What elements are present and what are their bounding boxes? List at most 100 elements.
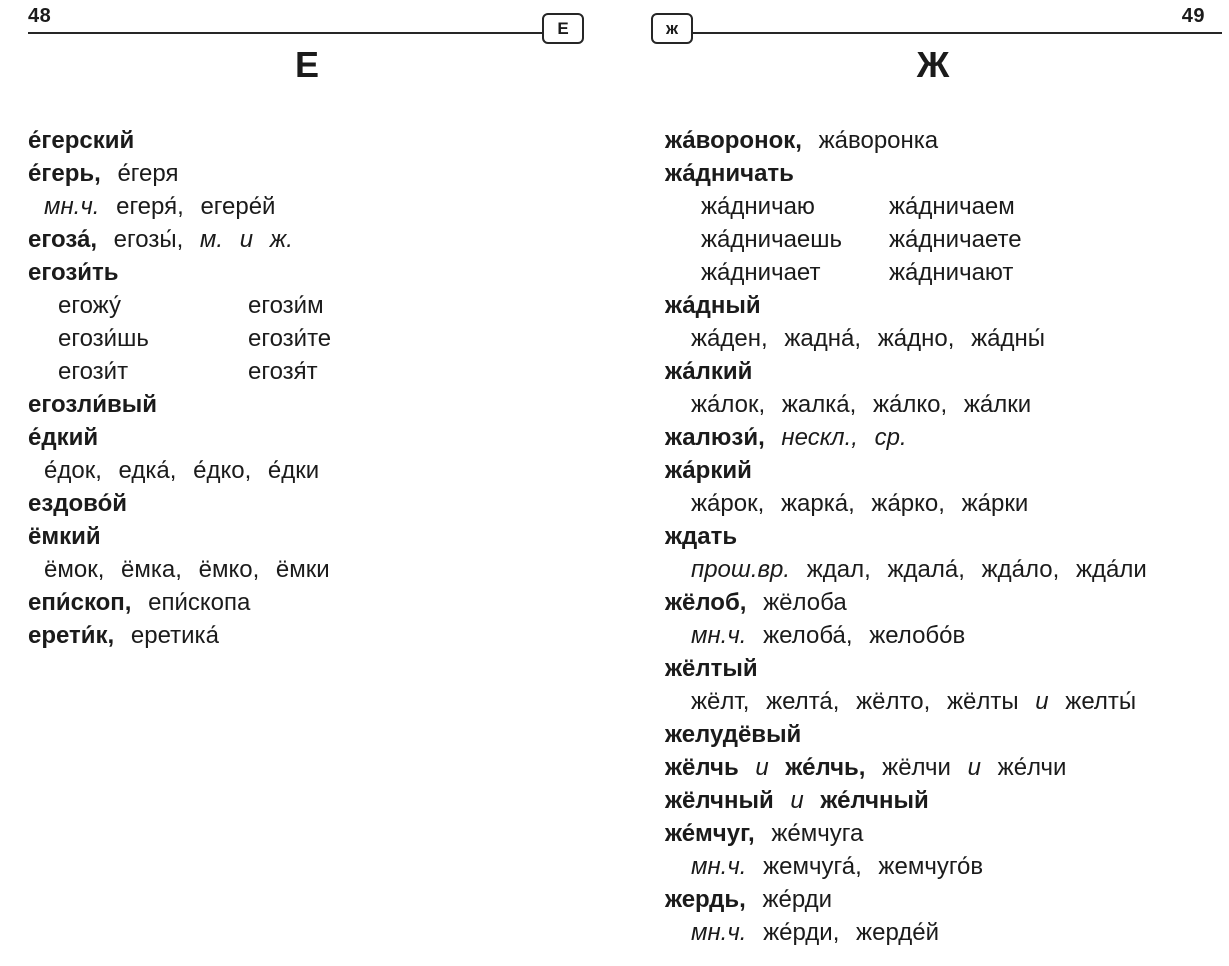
word-form: жа́дны́ <box>971 325 1045 352</box>
word-form: жа́дно, <box>877 325 955 352</box>
word-form: е́дки <box>267 457 320 484</box>
grammar-label: мн.ч. <box>691 919 747 946</box>
word-form: егере́й <box>200 193 276 220</box>
headword: е́дкий <box>28 424 99 451</box>
word-form: егозы́, <box>113 226 184 253</box>
conjugation-singular: егози́шь <box>58 325 149 352</box>
entry-headword-line: епи́скоп, епи́скопа <box>28 586 608 619</box>
headword: жа́воронок, <box>665 127 802 154</box>
entry-headword-line: жёлчный и же́лчный <box>665 784 1223 817</box>
entry-forms-line: е́док, едка́, е́дко, е́дки <box>28 454 608 487</box>
headword: егозли́вый <box>28 391 157 418</box>
entry-conjugation-line: жа́дничаю жа́дничаем <box>665 190 1223 223</box>
grammar-label: и <box>239 226 254 253</box>
word-form: жа́ден, <box>691 325 768 352</box>
entry-headword-line: жа́лкий <box>665 355 1223 388</box>
entry-conjugation-line: жа́дничает жа́дничают <box>665 256 1223 289</box>
conjugation-plural: жа́дничаем <box>889 193 1015 220</box>
word-form: е́геря <box>117 160 179 187</box>
word-form: жда́ли <box>1075 556 1147 583</box>
headword: жёлтый <box>665 655 758 682</box>
entry-forms-line: жа́рок, жарка́, жа́рко, жа́рки <box>665 487 1223 520</box>
conjugation-plural: егози́м <box>248 292 324 319</box>
conjugation-singular: егози́т <box>58 358 129 385</box>
word-form: жерде́й <box>856 919 940 946</box>
word-form: жа́рок, <box>691 490 765 517</box>
word-form: ёмки <box>275 556 330 583</box>
word-form: жёлты <box>946 688 1019 715</box>
entry-headword-line: е́герский <box>28 124 608 157</box>
conjugation-plural: жа́дничаете <box>889 226 1022 253</box>
headword: же́лчь, <box>785 754 866 781</box>
entry-forms-line: мн.ч. желоба́, желобо́в <box>665 619 1223 652</box>
headword: жёлчь <box>665 754 739 781</box>
headword: е́герь, <box>28 160 101 187</box>
word-form: жда́ло, <box>981 556 1060 583</box>
word-form: желта́, <box>766 688 840 715</box>
entry-forms-line: прош.вр. ждал, ждала́, жда́ло, жда́ли <box>665 553 1223 586</box>
headword: ждать <box>665 523 738 550</box>
word-form: жёлт, <box>691 688 750 715</box>
entry-headword-line: же́мчуг, же́мчуга <box>665 817 1223 850</box>
word-form: жа́лок, <box>691 391 766 418</box>
grammar-label: и <box>967 754 981 781</box>
headword: ездово́й <box>28 490 128 517</box>
word-form: жёлчи <box>882 754 951 781</box>
grammar-label: мн.ч. <box>44 193 100 220</box>
entry-headword-line: желудёвый <box>665 718 1223 751</box>
headword: ерети́к, <box>28 622 115 649</box>
headword: жа́лкий <box>665 358 753 385</box>
entry-headword-line: жалюзи́, нескл., ср. <box>665 421 1223 454</box>
conjugation-plural: егози́те <box>248 325 332 352</box>
grammar-label: м. <box>199 226 224 253</box>
word-form: ёмко, <box>198 556 260 583</box>
word-form: жа́рко, <box>871 490 945 517</box>
grammar-label: ср. <box>874 424 907 451</box>
entry-conjugation-line: егози́т егозя́т <box>28 355 608 388</box>
dictionary-page-left: 48 Е Е е́герский е́герь, е́геря мн.ч. егер… <box>0 0 614 966</box>
header-rule <box>28 32 554 34</box>
headword: жа́дный <box>665 292 761 319</box>
word-form: епи́скопа <box>148 589 251 616</box>
headword: жа́дничать <box>665 160 794 187</box>
word-form: желоба́, <box>763 622 853 649</box>
thumb-index-tab: ж <box>651 13 693 44</box>
grammar-label: и <box>755 754 769 781</box>
word-form: жёлто, <box>856 688 931 715</box>
entry-forms-line: мн.ч. жемчуга́, жемчуго́в <box>665 850 1223 883</box>
word-form: ёмок, <box>44 556 105 583</box>
entry-headword-line: ездово́й <box>28 487 608 520</box>
entry-forms-line: жа́ден, жадна́, жа́дно, жа́дны́ <box>665 322 1223 355</box>
entry-headword-line: егоза́, егозы́, м. и ж. <box>28 223 608 256</box>
word-form: ёмка, <box>121 556 182 583</box>
entry-list: жа́воронок, жа́воронка жа́дничать жа́днича… <box>665 124 1223 949</box>
entry-list: е́герский е́герь, е́геря мн.ч. егеря́, еге… <box>28 124 608 652</box>
grammar-label: мн.ч. <box>691 622 747 649</box>
entry-headword-line: ёмкий <box>28 520 608 553</box>
word-form: жа́лки <box>963 391 1032 418</box>
word-form: жалка́, <box>781 391 857 418</box>
entry-forms-line: жа́лок, жалка́, жа́лко, жа́лки <box>665 388 1223 421</box>
conjugation-plural: жа́дничают <box>889 259 1014 286</box>
headword: егози́ть <box>28 259 119 286</box>
word-form: жемчуго́в <box>878 853 984 880</box>
entry-headword-line: жа́воронок, жа́воронка <box>665 124 1223 157</box>
word-form: егеря́, <box>116 193 184 220</box>
word-form: желты́ <box>1065 688 1137 715</box>
headword: егоза́, <box>28 226 97 253</box>
entry-headword-line: жа́дный <box>665 289 1223 322</box>
entry-headword-line: егози́ть <box>28 256 608 289</box>
entry-conjugation-line: жа́дничаешь жа́дничаете <box>665 223 1223 256</box>
word-form: жарка́, <box>780 490 855 517</box>
word-form: е́дко, <box>193 457 252 484</box>
grammar-label: прош.вр. <box>691 556 791 583</box>
conjugation-plural: егозя́т <box>248 358 318 385</box>
headword: епи́скоп, <box>28 589 132 616</box>
word-form: ждал, <box>806 556 871 583</box>
headword: жа́ркий <box>665 457 752 484</box>
word-form: же́рди <box>762 886 833 913</box>
word-form: еретика́ <box>130 622 219 649</box>
word-form: едка́, <box>118 457 177 484</box>
entry-conjugation-line: егожу́ егози́м <box>28 289 608 322</box>
entry-headword-line: егозли́вый <box>28 388 608 421</box>
